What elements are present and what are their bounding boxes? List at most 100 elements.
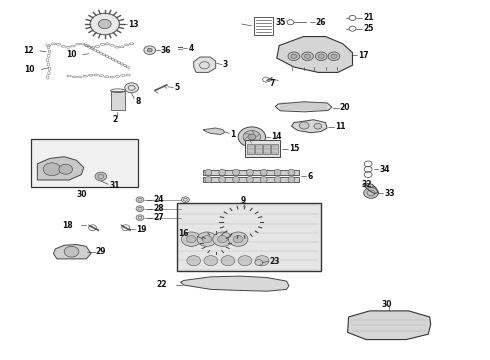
Ellipse shape xyxy=(233,169,240,176)
Ellipse shape xyxy=(260,176,267,183)
Circle shape xyxy=(222,209,260,236)
Text: 28: 28 xyxy=(153,204,164,213)
Text: 8: 8 xyxy=(135,97,141,106)
Bar xyxy=(176,203,321,271)
Polygon shape xyxy=(180,276,289,291)
Bar xyxy=(111,91,125,111)
Circle shape xyxy=(288,52,300,60)
Circle shape xyxy=(221,256,235,266)
Bar xyxy=(254,17,273,35)
Circle shape xyxy=(235,218,247,226)
Circle shape xyxy=(43,163,61,176)
Ellipse shape xyxy=(219,176,225,183)
Circle shape xyxy=(136,206,144,212)
Text: 24: 24 xyxy=(153,195,164,204)
Circle shape xyxy=(255,256,269,266)
Bar xyxy=(203,177,299,182)
Circle shape xyxy=(95,172,107,181)
Text: 2: 2 xyxy=(112,114,117,123)
Text: 36: 36 xyxy=(161,46,171,55)
Text: 33: 33 xyxy=(384,189,395,198)
Text: 34: 34 xyxy=(379,165,390,174)
Circle shape xyxy=(331,54,337,58)
Text: 5: 5 xyxy=(174,83,179,92)
Text: 17: 17 xyxy=(358,51,369,60)
Text: 14: 14 xyxy=(271,132,282,141)
Circle shape xyxy=(248,134,256,140)
Circle shape xyxy=(181,197,189,203)
Polygon shape xyxy=(275,102,332,112)
Text: 27: 27 xyxy=(153,213,164,222)
Text: 10: 10 xyxy=(66,50,76,59)
Bar xyxy=(255,144,262,154)
Text: 9: 9 xyxy=(241,195,246,204)
Text: 22: 22 xyxy=(156,280,167,289)
Ellipse shape xyxy=(274,169,281,176)
Circle shape xyxy=(218,235,227,243)
Circle shape xyxy=(64,246,79,257)
Circle shape xyxy=(228,232,248,246)
Ellipse shape xyxy=(274,176,281,183)
Text: 10: 10 xyxy=(24,65,35,74)
Bar xyxy=(31,139,138,187)
Text: 1: 1 xyxy=(230,130,236,139)
Circle shape xyxy=(186,235,196,243)
Circle shape xyxy=(291,54,297,58)
Polygon shape xyxy=(347,311,431,339)
Circle shape xyxy=(213,232,232,246)
Text: 32: 32 xyxy=(362,180,372,189)
Text: 7: 7 xyxy=(270,79,275,88)
Bar xyxy=(247,144,254,154)
Circle shape xyxy=(125,83,139,93)
Circle shape xyxy=(204,256,218,266)
Text: 30: 30 xyxy=(76,190,87,199)
Circle shape xyxy=(181,215,189,221)
Circle shape xyxy=(302,52,314,60)
Ellipse shape xyxy=(246,169,253,176)
Text: 6: 6 xyxy=(307,172,312,181)
Text: 25: 25 xyxy=(363,24,373,33)
Circle shape xyxy=(316,52,327,60)
Circle shape xyxy=(314,123,322,129)
Text: 16: 16 xyxy=(178,229,189,238)
Polygon shape xyxy=(203,128,224,134)
Text: 23: 23 xyxy=(270,257,280,266)
Circle shape xyxy=(238,256,252,266)
Ellipse shape xyxy=(219,169,225,176)
Circle shape xyxy=(328,52,340,60)
Text: 19: 19 xyxy=(136,225,147,234)
Circle shape xyxy=(98,19,111,29)
Circle shape xyxy=(136,197,144,203)
Ellipse shape xyxy=(288,169,295,176)
Circle shape xyxy=(238,127,266,147)
Circle shape xyxy=(202,235,212,243)
Circle shape xyxy=(209,238,222,247)
Circle shape xyxy=(305,54,311,58)
Text: 21: 21 xyxy=(363,13,374,22)
Text: 4: 4 xyxy=(188,44,194,53)
Circle shape xyxy=(233,235,243,243)
Ellipse shape xyxy=(205,176,212,183)
Circle shape xyxy=(181,206,189,212)
Polygon shape xyxy=(53,244,91,259)
Polygon shape xyxy=(292,120,327,133)
Circle shape xyxy=(203,234,228,252)
Text: 35: 35 xyxy=(276,18,286,27)
Text: 3: 3 xyxy=(223,60,228,69)
Polygon shape xyxy=(277,37,352,72)
Text: 20: 20 xyxy=(340,103,350,112)
Circle shape xyxy=(318,54,324,58)
Circle shape xyxy=(144,46,156,54)
Text: 12: 12 xyxy=(24,46,34,55)
Bar xyxy=(203,170,299,175)
Circle shape xyxy=(59,164,73,174)
Circle shape xyxy=(255,260,263,265)
Ellipse shape xyxy=(233,176,240,183)
Ellipse shape xyxy=(205,169,212,176)
Bar xyxy=(245,140,280,157)
Text: 30: 30 xyxy=(381,300,392,309)
Text: 15: 15 xyxy=(289,144,299,153)
Circle shape xyxy=(181,232,201,246)
Text: 13: 13 xyxy=(128,19,138,28)
Bar xyxy=(263,144,270,154)
